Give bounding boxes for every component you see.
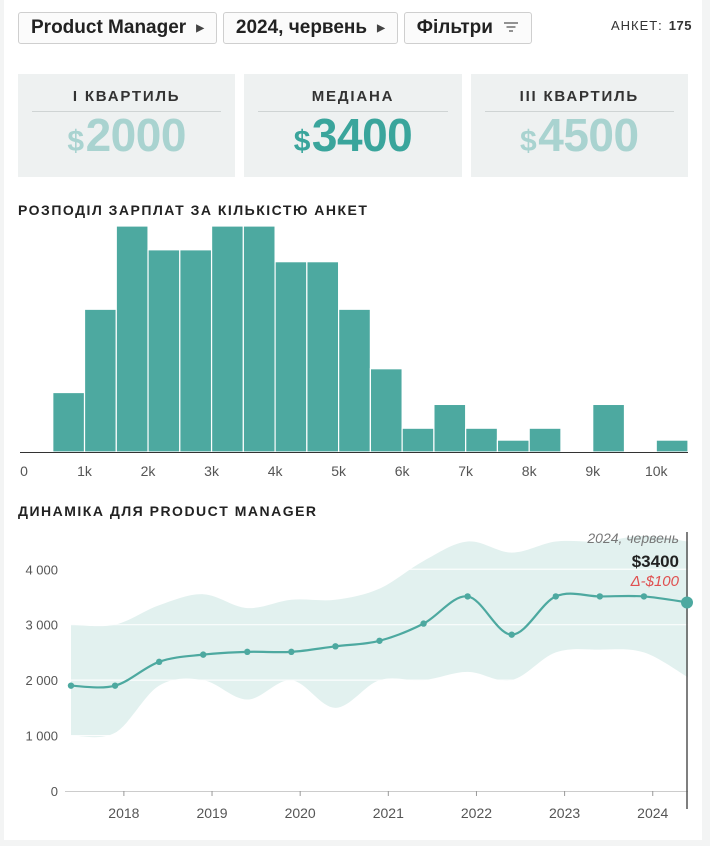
period-label: 2024, червень <box>235 17 368 38</box>
median-point <box>200 651 207 658</box>
stat-median-label: МЕДІАНА <box>258 88 448 112</box>
filter-bar: Product Manager ▶ 2024, червень ▶ Фільтр… <box>18 12 532 46</box>
salary-histogram: 0 1k 2k 3k 4k 5k 6k 7k 8k 9k 10k <box>20 225 689 479</box>
median-point <box>640 593 648 600</box>
stat-q1-label: I КВАРТИЛЬ <box>32 88 222 112</box>
histogram-bar <box>433 403 467 453</box>
x-tick-label: 2020 <box>285 805 316 821</box>
histogram-bar <box>115 225 149 453</box>
annotation-delta: Δ-$100 <box>630 573 680 590</box>
histogram-tick-label: 6k <box>395 463 411 479</box>
stat-median-value: $3400 <box>293 109 413 161</box>
x-tick-label: 2018 <box>108 805 139 821</box>
filter-icon <box>503 17 519 39</box>
median-point <box>376 637 383 644</box>
median-point <box>552 593 559 600</box>
histogram-bar <box>592 403 626 453</box>
histogram-bar <box>179 249 213 453</box>
median-point <box>596 593 604 600</box>
x-tick-label: 2024 <box>637 805 668 821</box>
stat-q3-label: III КВАРТИЛЬ <box>484 88 674 112</box>
stat-median: МЕДІАНА $3400 <box>244 74 462 177</box>
histogram-bar <box>338 308 371 453</box>
caret-right-icon: ▶ <box>377 22 385 34</box>
histogram-tick-label: 10k <box>645 463 669 479</box>
role-selector[interactable]: Product Manager ▶ <box>18 12 217 44</box>
response-count: АНКЕТ: 175 <box>611 18 692 33</box>
histogram-bar <box>242 225 276 453</box>
quartile-stats: I КВАРТИЛЬ $2000 МЕДІАНА $3400 III КВАРТ… <box>18 74 688 177</box>
histogram-tick-label: 5k <box>331 463 347 479</box>
histogram-tick-label: 4k <box>268 463 284 479</box>
median-point <box>508 631 515 638</box>
median-point <box>244 648 251 656</box>
median-point <box>67 682 75 689</box>
histogram-tick-label: 9k <box>585 463 601 479</box>
median-point <box>288 648 295 656</box>
histogram-bar <box>306 261 340 453</box>
histogram-bar <box>52 391 86 453</box>
histogram-bar <box>210 225 244 453</box>
filters-label: Фільтри <box>416 17 493 38</box>
response-count-label: АНКЕТ: <box>610 18 663 33</box>
y-tick-label: 1 000 <box>25 729 58 744</box>
histogram-tick-label: 2k <box>141 463 157 479</box>
histogram-bar <box>83 308 117 453</box>
x-tick-label: 2021 <box>373 805 404 821</box>
median-point <box>681 596 693 609</box>
histogram-bar <box>147 249 181 453</box>
histogram-tick-label: 7k <box>458 463 474 479</box>
stat-q3-value: $4500 <box>520 109 639 161</box>
histogram-bar <box>369 368 403 453</box>
x-tick-label: 2023 <box>549 805 580 821</box>
period-selector[interactable]: 2024, червень ▶ <box>222 12 398 44</box>
response-count-value: 175 <box>668 18 692 33</box>
stat-q1: I КВАРТИЛЬ $2000 <box>18 74 236 177</box>
annotation-period: 2024, червень <box>586 530 679 546</box>
median-point <box>111 682 119 689</box>
histogram-tick-label: 3k <box>204 463 220 479</box>
histogram-tick-label: 1k <box>77 463 93 479</box>
median-point <box>332 643 339 650</box>
median-point <box>464 593 471 600</box>
y-tick-label: 3 000 <box>25 618 58 633</box>
y-tick-label: 4 000 <box>25 562 58 577</box>
interquartile-band <box>71 536 688 738</box>
x-tick-label: 2022 <box>461 805 492 821</box>
role-label: Product Manager <box>31 17 187 38</box>
histogram-bar <box>274 261 308 453</box>
y-tick-label: 2 000 <box>25 673 58 688</box>
histogram-title: РОЗПОДІЛ ЗАРПЛАТ ЗА КІЛЬКІСТЮ АНКЕТ <box>18 202 369 218</box>
caret-right-icon: ▶ <box>196 22 204 34</box>
stat-q3: III КВАРТИЛЬ $4500 <box>470 74 688 177</box>
median-point <box>420 620 427 627</box>
trend-title: ДИНАМІКА ДЛЯ PRODUCT MANAGER <box>18 503 318 519</box>
histogram-tick-label: 0 <box>20 463 28 479</box>
y-tick-label: 0 <box>51 784 58 799</box>
filters-button[interactable]: Фільтри <box>403 12 532 44</box>
stat-q1-value: $2000 <box>67 109 186 161</box>
x-tick-label: 2019 <box>196 805 227 821</box>
histogram-tick-label: 8k <box>522 463 538 479</box>
median-point <box>155 658 163 666</box>
annotation-value: $3400 <box>632 552 679 571</box>
